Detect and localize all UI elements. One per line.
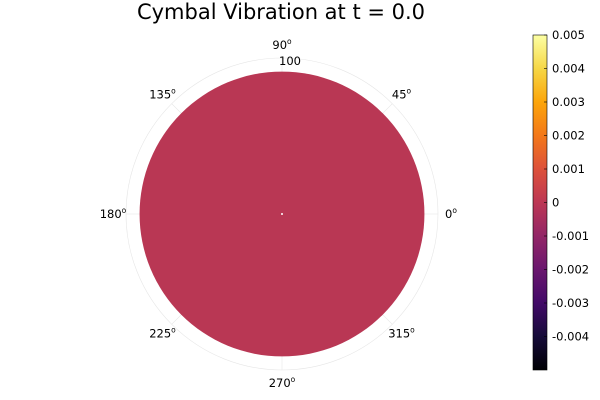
angle-tick-90: 90o <box>272 37 292 52</box>
colorbar-tick-label: 0 <box>552 196 559 210</box>
angle-tick-45: 45o <box>392 86 412 101</box>
colorbar-tick-label: -0.003 <box>552 296 589 310</box>
colorbar-tick-label: 0.001 <box>552 162 585 176</box>
angle-tick-270: 270o <box>269 375 296 390</box>
degree-superscript: o <box>122 206 127 215</box>
degree-superscript: o <box>171 326 176 335</box>
degree-superscript: o <box>291 375 296 384</box>
angle-tick-0: 0o <box>445 206 457 221</box>
colorbar-tick-label: 0.004 <box>552 62 585 76</box>
degree-superscript: o <box>407 86 412 95</box>
angle-tick-315: 315o <box>388 326 415 341</box>
colorbar-tick-label: -0.004 <box>552 330 589 344</box>
center-point <box>281 213 283 215</box>
radial-tick-label: 100 <box>279 54 301 68</box>
chart-title: Cymbal Vibration at t = 0.0 <box>137 0 425 24</box>
colorbar-tick-label: 0.002 <box>552 129 585 143</box>
angle-tick-180: 180o <box>100 206 127 221</box>
colorbar-tick-label: -0.001 <box>552 229 589 243</box>
degree-superscript: o <box>452 206 457 215</box>
colorbar-ticks: 0.005 0.004 0.003 0.002 0.001 0 -0.001 -0.002 -0… <box>544 28 589 344</box>
degree-superscript: o <box>171 86 176 95</box>
angle-tick-135: 135o <box>149 86 176 101</box>
degree-superscript: o <box>410 326 415 335</box>
angular-tick-labels: 0o 45o 90o 135o 180o 225o 270o 315o <box>100 37 458 390</box>
colorbar: 0.005 0.004 0.003 0.002 0.001 0 -0.001 -0.002 -0… <box>532 28 589 371</box>
colorbar-tick-label: -0.002 <box>552 263 589 277</box>
colorbar-tick-label: 0.003 <box>552 95 585 109</box>
degree-superscript: o <box>287 37 292 46</box>
angle-tick-225: 225o <box>149 326 176 341</box>
colorbar-tick-label: 0.005 <box>552 28 585 42</box>
